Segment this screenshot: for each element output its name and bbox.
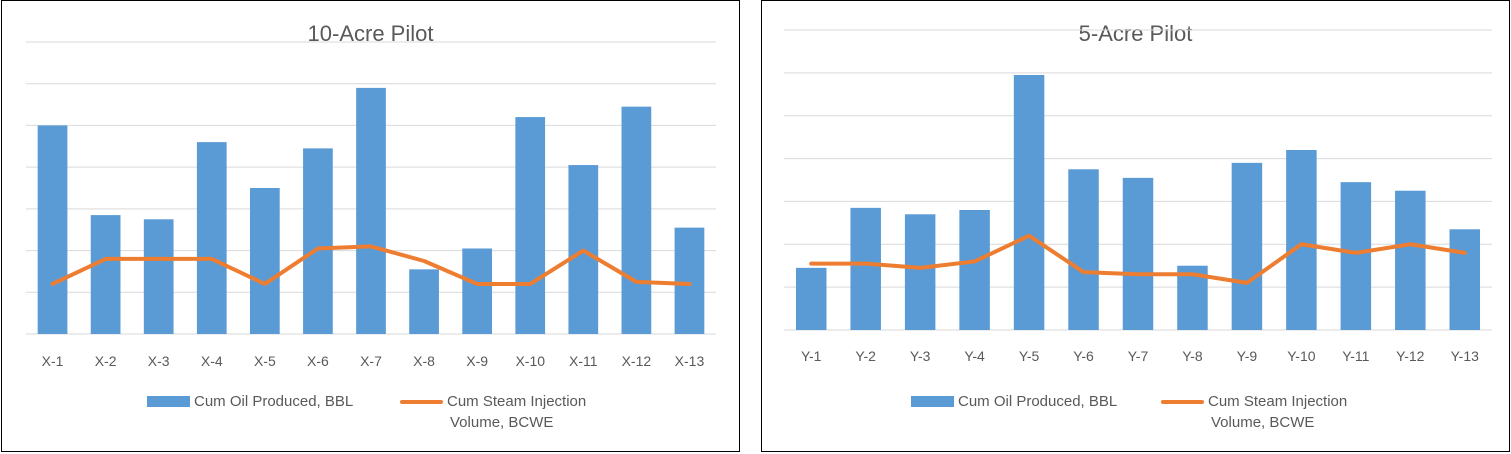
bar-X-8 — [409, 269, 439, 334]
x-tick-label: Y-9 — [1237, 348, 1258, 364]
bar-X-13 — [674, 227, 705, 334]
plot-area: Y-1 Y-2 Y-3 Y-4 Y-5 Y-6 Y-7 Y-8 Y-9 Y-10 Y-11 Y-12 Y… — [784, 29, 1492, 364]
x-tick-label: X-7 — [360, 353, 382, 369]
legend-label-steam-1: Cum Steam Injection — [1208, 393, 1348, 410]
x-tick-label: Y-2 — [855, 348, 876, 364]
bar-Y-10 — [1286, 150, 1317, 330]
x-tick-label: Y-7 — [1128, 348, 1149, 364]
chart-panel-10-acre: 10-Acre Pilot X-1 X-2 X-3 X-4 X-5 X-6 X-7 X-8 X-… — [1, 0, 740, 452]
legend-label-steam-2: Volume, BCWE — [450, 414, 554, 431]
x-tick-label: X-3 — [148, 353, 170, 369]
x-tick-label: X-9 — [466, 353, 488, 369]
series-line-steam — [809, 233, 1467, 285]
bar-Y-4 — [959, 210, 990, 330]
chart-title: 5-Acre Pilot — [1078, 21, 1193, 46]
series-line-steam — [50, 244, 692, 286]
bar-X-12 — [621, 106, 652, 335]
bar-Y-12 — [1395, 190, 1426, 330]
bar-Y-13 — [1449, 229, 1481, 330]
x-tick-label: Y-6 — [1073, 348, 1094, 364]
legend-item-steam: Cum Steam Injection Volume, BCWE — [1161, 391, 1347, 433]
legend-label-oil: Cum Oil Produced, BBL — [194, 393, 354, 410]
x-tick-label: X-11 — [569, 353, 598, 369]
legend-swatch-line — [400, 400, 443, 404]
x-tick-label: Y-11 — [1342, 348, 1369, 364]
bar-X-9 — [462, 248, 493, 334]
bar-Y-6 — [1068, 169, 1099, 330]
x-tick-label: Y-4 — [964, 348, 985, 364]
x-tick-label: X-10 — [515, 353, 545, 369]
x-tick-label: Y-5 — [1019, 348, 1040, 364]
bar-X-1 — [37, 125, 68, 334]
bar-Y-1 — [795, 267, 827, 330]
bar-Y-2 — [850, 207, 881, 330]
x-tick-label: X-2 — [95, 353, 117, 369]
legend-swatch-bar — [147, 396, 190, 407]
legend: Cum Oil Produced, BBL Cum Steam Injectio… — [762, 391, 1509, 441]
x-tick-label: Y-10 — [1287, 348, 1316, 364]
x-tick-label: X-8 — [413, 353, 435, 369]
bar-X-7 — [356, 87, 386, 334]
legend-item-steam: Cum Steam Injection Volume, BCWE — [400, 391, 586, 433]
x-tick-label: X-12 — [622, 353, 652, 369]
bar-X-5 — [249, 188, 280, 334]
bar-Y-7 — [1122, 177, 1154, 330]
x-tick-label: X-6 — [307, 353, 329, 369]
x-tick-label: Y-1 — [801, 348, 822, 364]
bar-X-10 — [515, 117, 546, 334]
x-tick-label: Y-8 — [1182, 348, 1203, 364]
legend-swatch-bar — [911, 396, 954, 407]
bar-X-2 — [90, 215, 121, 334]
bar-Y-5 — [1013, 75, 1045, 330]
legend-label-steam-2: Volume, BCWE — [1211, 414, 1315, 431]
bar-X-4 — [196, 142, 227, 334]
x-tick-label: X-4 — [201, 353, 223, 369]
legend: Cum Oil Produced, BBL Cum Steam Injectio… — [2, 391, 739, 441]
x-tick-label: X-1 — [42, 353, 64, 369]
x-tick-label: Y-12 — [1396, 348, 1425, 364]
x-tick-label: Y-13 — [1451, 348, 1480, 364]
x-tick-label: X-13 — [675, 353, 705, 369]
bar-X-3 — [143, 219, 174, 334]
chart-panel-5-acre: 5-Acre Pilot Y-1 Y-2 Y-3 Y-4 Y-5 Y-6 Y-7 Y-8 Y-9… — [761, 0, 1510, 452]
legend-label-oil: Cum Oil Produced, BBL — [958, 393, 1118, 410]
x-tick-label: X-5 — [254, 353, 276, 369]
bar-Y-11 — [1340, 182, 1372, 330]
x-tick-label: Y-3 — [910, 348, 931, 364]
bar-Y-3 — [904, 214, 936, 330]
legend-swatch-line — [1161, 400, 1204, 404]
bar-Y-9 — [1231, 162, 1263, 330]
legend-item-oil: Cum Oil Produced, BBL — [911, 391, 1117, 412]
plot-area: X-1 X-2 X-3 X-4 X-5 X-6 X-7 X-8 X-9 X-10 X-11 X-12 X… — [26, 41, 716, 369]
legend-label-steam-1: Cum Steam Injection — [447, 393, 587, 410]
bar-X-6 — [303, 148, 333, 334]
legend-item-oil: Cum Oil Produced, BBL — [147, 391, 353, 412]
